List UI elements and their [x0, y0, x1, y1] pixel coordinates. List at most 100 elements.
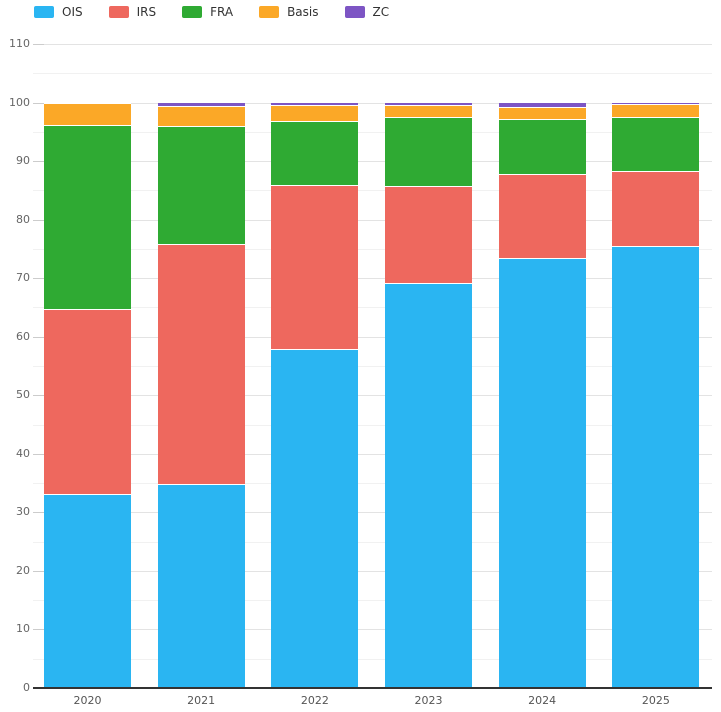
- legend-swatch-ois: [34, 6, 54, 18]
- plot-area: [33, 44, 712, 689]
- bar-2021[interactable]: [157, 102, 245, 688]
- bar-2020[interactable]: [44, 102, 131, 688]
- gridline-minor: [33, 131, 712, 133]
- y-axis-label: 30: [16, 505, 30, 519]
- legend-swatch-zc: [344, 6, 365, 18]
- bar-segment-zc-2020[interactable]: [44, 102, 131, 105]
- y-tick: [33, 102, 44, 104]
- y-tick: [33, 278, 44, 280]
- y-tick: [33, 44, 44, 45]
- bar-segment-irs-2021[interactable]: [157, 244, 245, 486]
- legend-swatch-irs: [108, 6, 129, 18]
- bar-segment-basis-2020[interactable]: [44, 104, 131, 126]
- gridline-minor: [33, 483, 712, 485]
- bar-segment-ois-2020[interactable]: [44, 495, 131, 688]
- bar-segment-basis-2021[interactable]: [157, 107, 245, 128]
- legend-item-zc[interactable]: ZC: [344, 4, 390, 20]
- bar-segment-ois-2022[interactable]: [271, 349, 359, 688]
- gridline-minor: [33, 658, 712, 660]
- gridline-minor: [33, 600, 712, 602]
- y-axis-label: 50: [16, 388, 30, 402]
- gridline-minor: [33, 73, 712, 75]
- gridline-major: [33, 161, 712, 163]
- legend-swatch-basis: [259, 6, 280, 18]
- legend-item-fra[interactable]: FRA: [182, 4, 233, 20]
- gridline-minor: [33, 541, 712, 543]
- chart-legend: OIS IRS FRA Basis ZC: [34, 4, 389, 20]
- y-axis-label: 100: [9, 95, 30, 109]
- bar-segment-irs-2023[interactable]: [385, 186, 472, 285]
- y-axis-label: 80: [16, 212, 30, 226]
- y-tick: [33, 512, 44, 514]
- x-axis-label-2020: 2020: [73, 694, 102, 707]
- x-axis-label-2021: 2021: [187, 694, 216, 707]
- bar-segment-irs-2025[interactable]: [612, 171, 700, 247]
- y-axis-label: 40: [16, 446, 30, 460]
- y-tick: [33, 161, 44, 163]
- bar-segment-ois-2021[interactable]: [157, 485, 245, 688]
- gridline-major: [33, 219, 712, 221]
- bar-segment-basis-2025[interactable]: [612, 104, 700, 118]
- y-axis: 0 10 20 30 40 50 60 70 80 90 100 110: [0, 0, 30, 712]
- bar-segment-basis-2022[interactable]: [271, 106, 359, 122]
- bar-segment-irs-2022[interactable]: [271, 186, 359, 350]
- gridline-major: [33, 629, 712, 631]
- x-axis-line: [33, 687, 712, 689]
- y-axis-label: 10: [16, 622, 30, 636]
- bar-segment-zc-2023[interactable]: [385, 102, 472, 107]
- bar-segment-fra-2020[interactable]: [44, 125, 131, 311]
- bar-2025[interactable]: [612, 102, 700, 688]
- legend-item-basis[interactable]: Basis: [259, 4, 319, 20]
- bar-segment-basis-2023[interactable]: [385, 106, 472, 118]
- y-tick: [33, 336, 44, 338]
- x-axis-label-2023: 2023: [414, 694, 443, 707]
- x-axis-label-2024: 2024: [528, 694, 557, 707]
- bar-2024[interactable]: [498, 102, 586, 688]
- bar-segment-fra-2024[interactable]: [498, 119, 586, 175]
- bar-segment-zc-2025[interactable]: [612, 102, 700, 105]
- y-axis-label: 70: [16, 271, 30, 285]
- legend-swatch-fra: [182, 6, 203, 18]
- gridline-minor: [33, 248, 712, 250]
- bar-2023[interactable]: [385, 102, 472, 688]
- y-tick: [33, 570, 44, 572]
- bar-2022[interactable]: [271, 102, 359, 688]
- gridline-minor: [33, 366, 712, 367]
- bar-segment-ois-2025[interactable]: [612, 246, 700, 688]
- bar-segment-zc-2024[interactable]: [498, 102, 586, 108]
- bar-segment-basis-2024[interactable]: [498, 107, 586, 120]
- y-axis-label: 60: [16, 329, 30, 343]
- bar-segment-irs-2024[interactable]: [498, 174, 586, 259]
- gridline-major: [33, 278, 712, 280]
- x-axis-label-2022: 2022: [300, 694, 329, 707]
- y-axis-label: 90: [16, 154, 30, 168]
- bar-segment-zc-2022[interactable]: [271, 102, 359, 107]
- bar-segment-ois-2023[interactable]: [385, 284, 472, 688]
- legend-item-ois[interactable]: OIS: [34, 4, 83, 20]
- bar-segment-fra-2021[interactable]: [157, 127, 245, 245]
- bar-segment-fra-2022[interactable]: [271, 121, 359, 187]
- y-axis-label: 110: [9, 37, 30, 50]
- bar-segment-fra-2023[interactable]: [385, 117, 472, 187]
- gridline-major: [33, 102, 712, 104]
- bar-segment-ois-2024[interactable]: [498, 258, 586, 688]
- bar-segment-zc-2021[interactable]: [157, 102, 245, 108]
- gridline-major: [33, 395, 712, 397]
- legend-label: OIS: [62, 5, 83, 19]
- gridline-major: [33, 453, 712, 455]
- legend-label: Basis: [287, 5, 319, 19]
- gridline-major: [33, 570, 712, 572]
- bar-segment-irs-2020[interactable]: [44, 310, 131, 496]
- legend-label: ZC: [372, 5, 390, 19]
- y-tick: [33, 395, 44, 397]
- y-axis-label: 0: [23, 681, 30, 694]
- gridline-minor: [33, 190, 712, 192]
- bar-segment-fra-2025[interactable]: [612, 117, 700, 172]
- gridline-major: [33, 336, 712, 338]
- legend-item-irs[interactable]: IRS: [108, 4, 157, 20]
- y-axis-label: 20: [16, 563, 30, 577]
- legend-label: IRS: [136, 5, 157, 19]
- legend-label: FRA: [210, 5, 234, 19]
- x-axis-label-2025: 2025: [641, 694, 670, 707]
